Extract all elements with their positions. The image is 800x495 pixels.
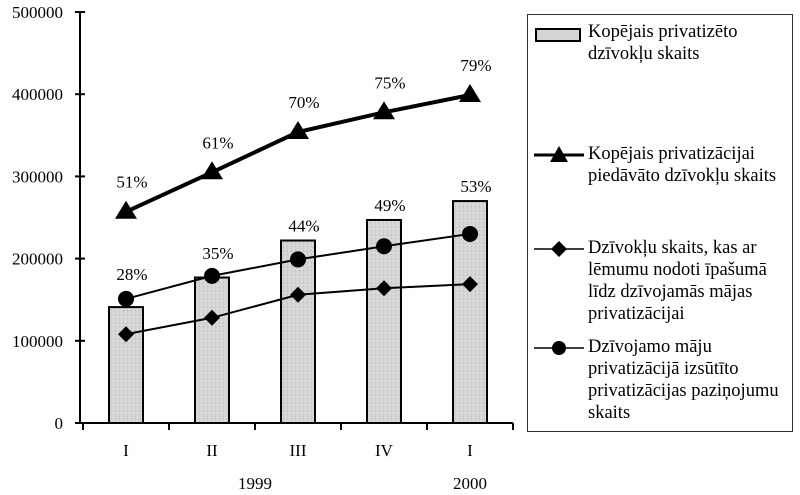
diamond-marker xyxy=(204,309,220,326)
circle-marker xyxy=(290,251,306,268)
x-tick-label: I xyxy=(123,441,129,460)
legend-label: Dzīvojamo māju privatizācijā izsūtīto pr… xyxy=(588,337,779,423)
diamond-marker xyxy=(118,326,134,343)
data-label: 61% xyxy=(202,133,233,152)
circle-marker xyxy=(118,290,134,307)
triangle-marker xyxy=(459,84,481,103)
circle-marker xyxy=(462,225,478,242)
legend-label: Kopējais privatizēto dzīvokļu skaits xyxy=(588,22,738,64)
legend-label: Kopējais privatizācijai piedāvāto dzīvok… xyxy=(588,144,777,186)
circle-marker xyxy=(376,238,392,255)
triangle-marker xyxy=(287,121,309,140)
bar xyxy=(366,218,402,424)
diamond-marker xyxy=(376,280,392,297)
y-tick-label: 300000 xyxy=(12,167,63,186)
bar xyxy=(194,276,230,425)
x-tick-label: III xyxy=(290,441,307,460)
bar xyxy=(280,239,316,424)
data-label: 53% xyxy=(460,177,491,196)
circle-marker xyxy=(204,267,220,284)
legend-triangle-marker-icon xyxy=(534,146,584,162)
data-label: 75% xyxy=(374,73,405,92)
legend-circle-marker-icon xyxy=(534,341,584,355)
data-label: 70% xyxy=(288,93,319,112)
y-tick-label: 400000 xyxy=(12,85,63,104)
data-label: 51% xyxy=(116,173,147,192)
legend-diamond-marker-icon xyxy=(534,241,584,257)
data-label: 35% xyxy=(202,244,233,263)
bar xyxy=(108,306,144,424)
y-tick-label: 0 xyxy=(55,414,64,433)
x-tick-label: II xyxy=(206,441,218,460)
series-line-triangle xyxy=(125,93,471,214)
y-tick-label: 500000 xyxy=(12,3,63,22)
legend-label: Dzīvokļu skaits, kas ar lēmumu nodoti īp… xyxy=(588,238,767,324)
triangle-marker xyxy=(201,161,223,180)
data-label: 49% xyxy=(374,196,405,215)
legend-bar-swatch-icon xyxy=(535,28,581,42)
year-label: 1999 xyxy=(238,474,272,493)
legend: Kopējais privatizēto dzīvokļu skaits Kop… xyxy=(527,14,793,432)
x-tick-label: I xyxy=(467,441,473,460)
year-label: 2000 xyxy=(453,474,487,493)
diamond-marker xyxy=(290,286,306,303)
diamond-marker xyxy=(462,276,478,293)
data-label: 28% xyxy=(116,265,147,284)
triangle-marker xyxy=(115,200,137,219)
data-label: 79% xyxy=(460,56,491,75)
triangle-marker xyxy=(373,101,395,120)
x-tick-label: IV xyxy=(375,441,394,460)
data-label: 44% xyxy=(288,217,319,236)
y-tick-label: 100000 xyxy=(12,332,63,351)
y-tick-label: 200000 xyxy=(12,250,63,269)
